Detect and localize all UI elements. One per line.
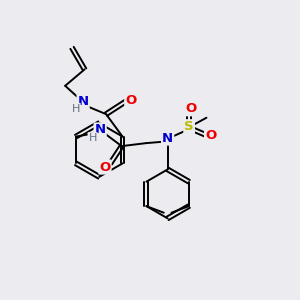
Text: O: O [125,94,136,106]
Text: S: S [184,120,194,133]
Text: N: N [162,132,173,145]
Text: H: H [71,104,80,114]
Text: H: H [88,133,97,143]
Text: O: O [205,130,216,142]
Text: N: N [94,124,106,136]
Text: O: O [185,102,196,115]
Text: O: O [99,160,111,173]
Text: N: N [77,95,89,108]
